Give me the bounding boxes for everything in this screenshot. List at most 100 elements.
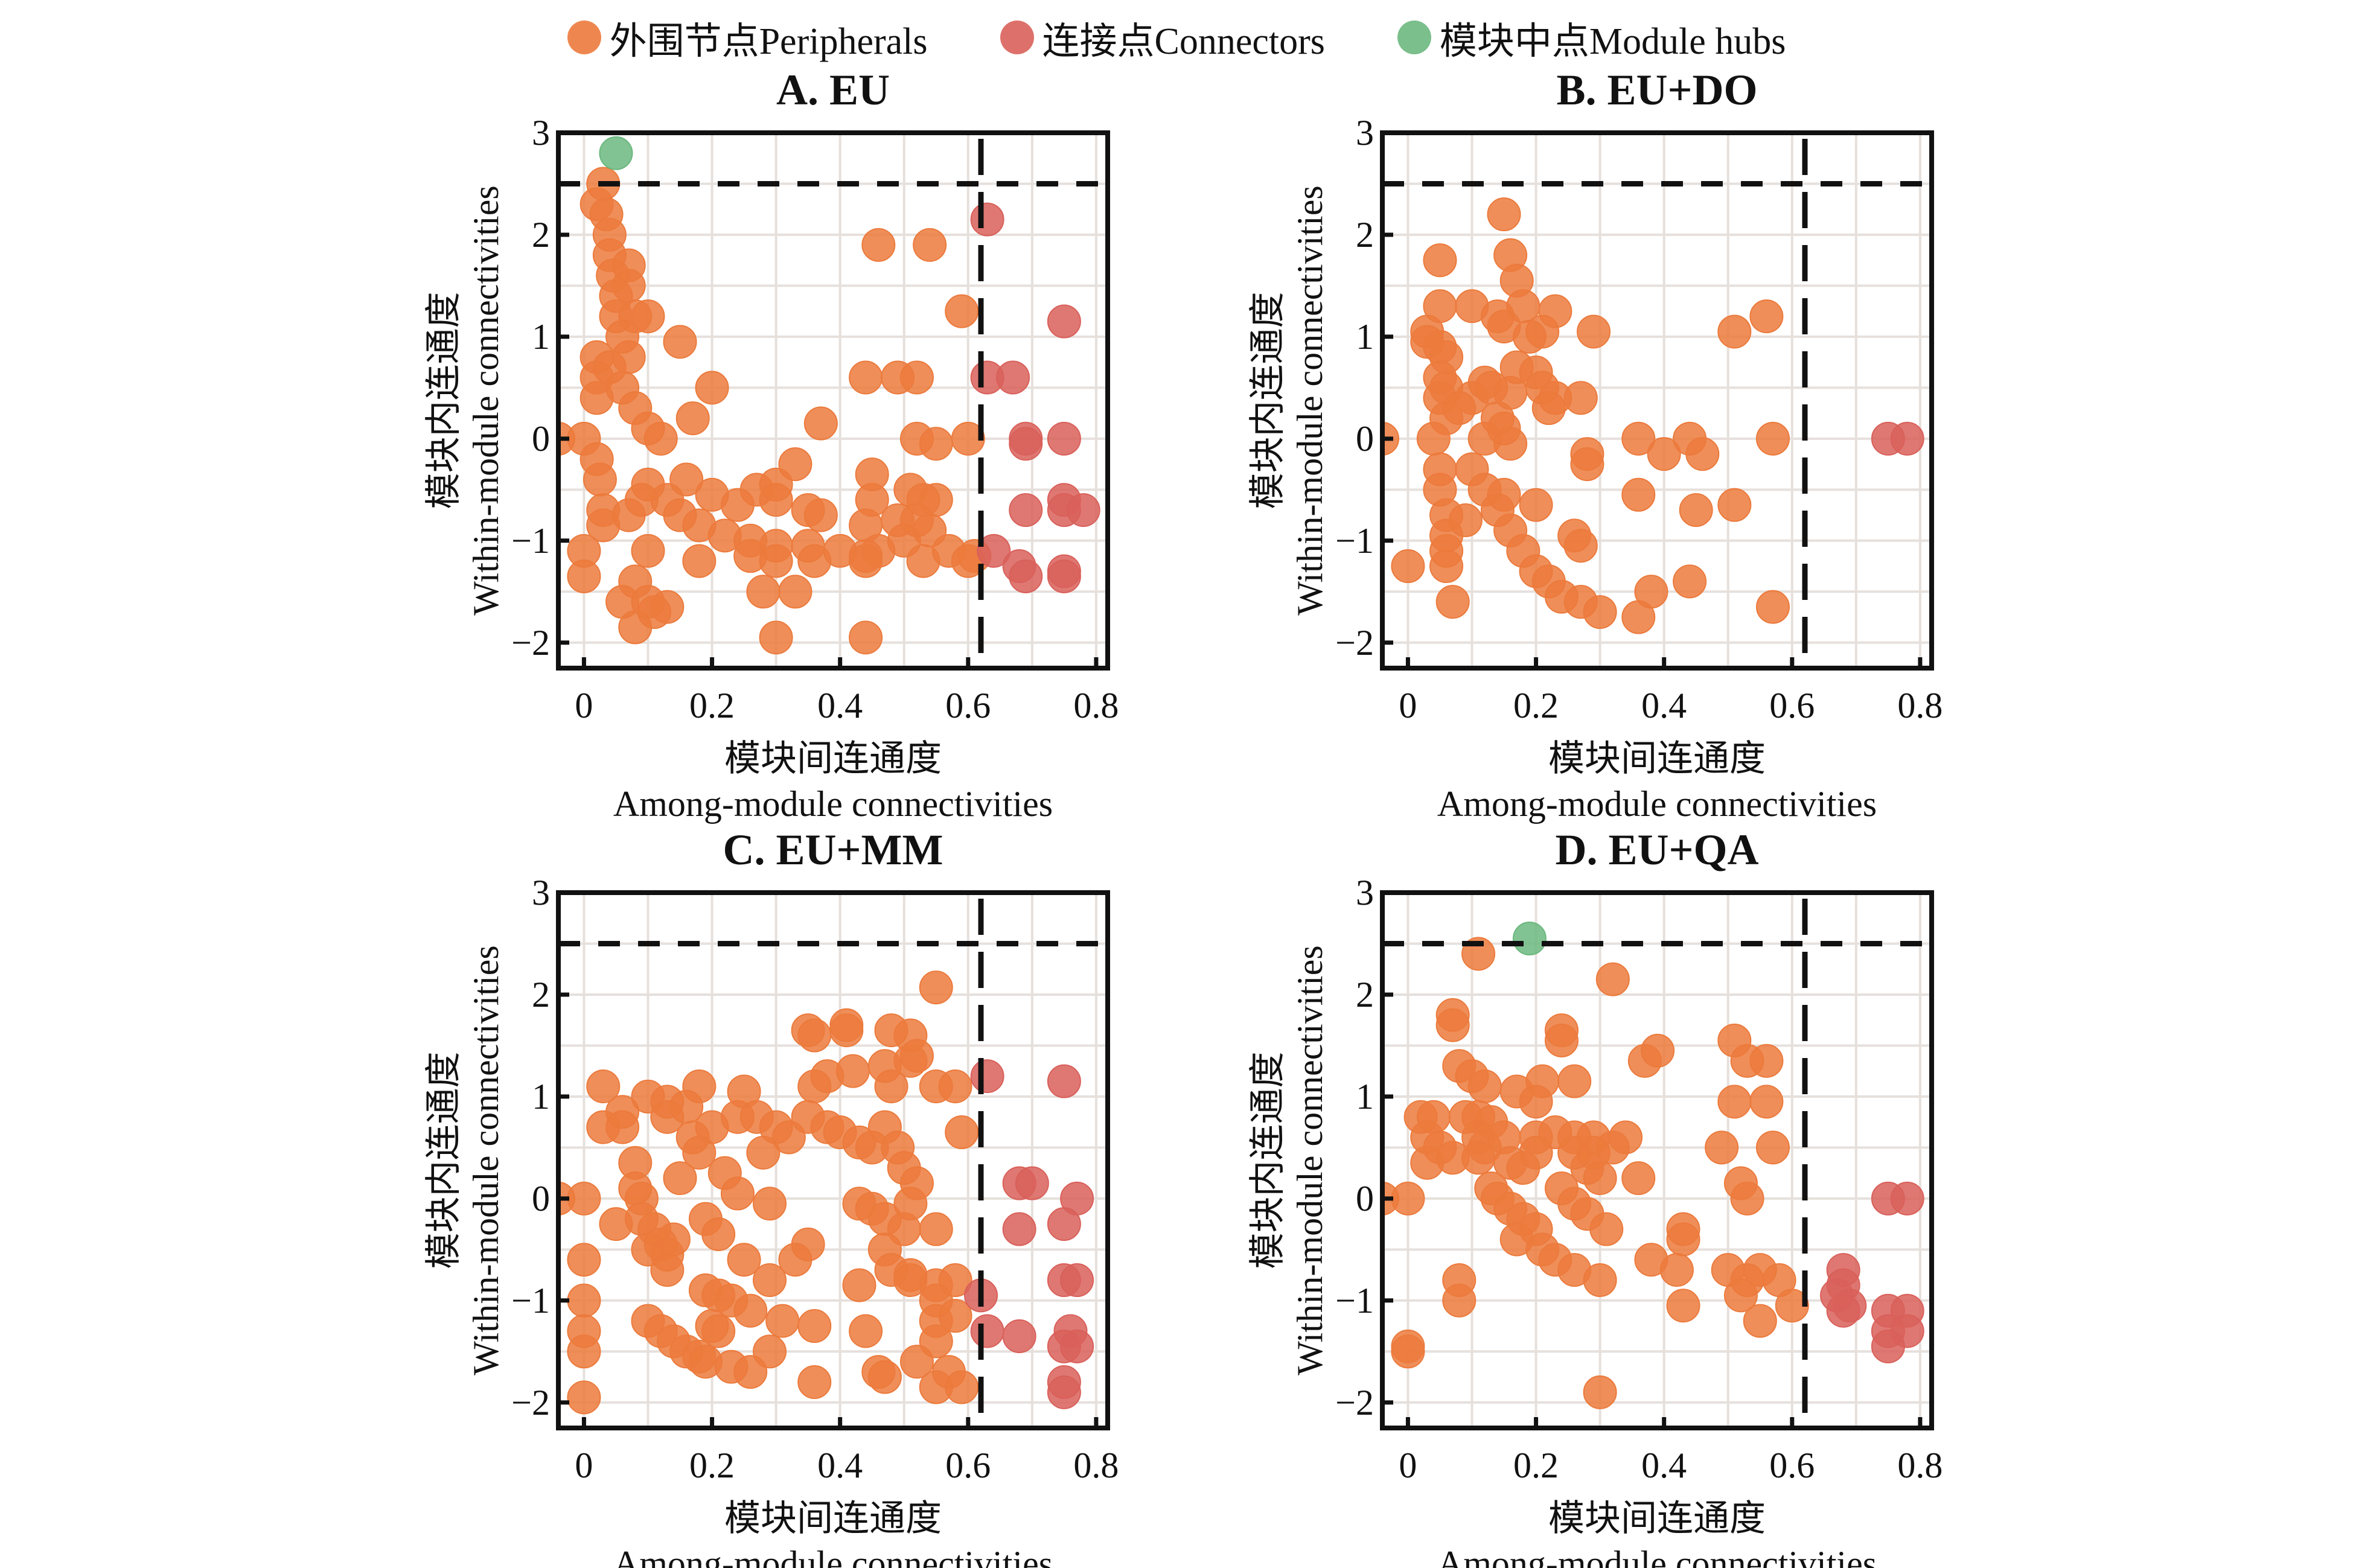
peripheral-point: [1621, 421, 1656, 456]
peripheral-point: [631, 534, 665, 568]
peripheral-point: [1685, 437, 1720, 471]
peripheral-point: [1506, 1151, 1540, 1185]
connector-point: [1009, 493, 1043, 527]
peripheral-point: [803, 498, 838, 532]
peripheral-point: [791, 1227, 825, 1261]
peripheral-point: [567, 1243, 601, 1277]
x-tick-label: 0: [1399, 686, 1417, 725]
legend-item-connectors: 连接点Connectors: [1000, 10, 1325, 65]
peripheral-point: [1519, 488, 1553, 522]
y-axis-label-en: Within-module connectivities: [466, 945, 506, 1375]
peripheral-point: [945, 294, 979, 328]
y-axis-label-cn: 模块内连通度: [1248, 1052, 1288, 1269]
peripheral-point: [753, 1334, 787, 1369]
peripheral-point: [919, 427, 953, 461]
peripheral-point: [867, 1360, 902, 1394]
connector-point: [1047, 1375, 1081, 1409]
peripheral-point: [913, 228, 947, 262]
connector-point: [1002, 1212, 1036, 1246]
connector-point: [970, 1059, 1004, 1094]
x-tick-label: 0: [575, 686, 593, 725]
x-axis-label-en: Among-module connectivities: [1437, 784, 1877, 824]
x-tick-label: 0: [575, 1445, 593, 1485]
y-tick-label: 0: [532, 1179, 550, 1219]
peripheral-point: [1423, 243, 1457, 278]
connector-marker-icon: [1000, 21, 1034, 54]
peripheral-point: [701, 1314, 736, 1348]
peripheral-point: [1723, 1278, 1758, 1313]
connector-point: [1060, 1263, 1094, 1298]
connector-point: [1047, 1064, 1081, 1098]
peripheral-point: [1749, 299, 1784, 334]
peripheral-point: [753, 1263, 787, 1298]
peripheral-point: [1621, 1161, 1656, 1196]
peripheral-point: [797, 1018, 832, 1053]
peripheral-point: [1531, 391, 1566, 425]
peripheral-point: [1717, 488, 1752, 522]
peripheral-point: [874, 1069, 908, 1104]
peripheral-point: [1583, 1161, 1617, 1196]
panel-d: 0 0.2 0.4 0.6 0.8 −2 −1 0 1 2 3 模块间连通度 Among-module …: [1248, 873, 1943, 1568]
connector-point: [1009, 427, 1043, 461]
panel-d-title: D. EU+QA: [1555, 826, 1759, 874]
connector-point: [1009, 559, 1043, 593]
peripheral-point: [1442, 1283, 1477, 1318]
x-tick-label: 0.4: [1641, 686, 1687, 725]
peripheral-point: [650, 1100, 685, 1134]
connector-point: [1890, 1181, 1924, 1216]
peripheral-point: [611, 269, 646, 303]
peripheral-point: [1563, 529, 1598, 563]
y-axis-label-cn: 模块内连通度: [1248, 292, 1288, 509]
peripheral-point: [803, 406, 838, 441]
legend-item-hubs: 模块中点Module hubs: [1397, 10, 1786, 65]
peripheral-point: [1487, 197, 1521, 232]
peripheral-point: [1570, 447, 1604, 482]
x-axis-label-en: Among-module connectivities: [613, 1544, 1053, 1568]
peripheral-point: [586, 1110, 621, 1144]
peripheral-point: [1659, 1253, 1694, 1287]
x-axis-label-cn: 模块间连通度: [1548, 1499, 1766, 1538]
peripheral-point: [919, 970, 953, 1005]
peripheral-point: [701, 1217, 736, 1251]
peripheral-point: [797, 1365, 832, 1399]
peripheral-point: [938, 1299, 972, 1333]
peripheral-point: [567, 1181, 601, 1216]
peripheral-point: [675, 401, 710, 436]
x-tick-label: 0.6: [945, 1445, 991, 1485]
peripheral-point: [1595, 962, 1630, 996]
peripheral-point: [1755, 1130, 1790, 1165]
x-tick-label: 0.8: [1897, 1445, 1943, 1485]
y-axis-label-en: Within-module connectivities: [1290, 185, 1330, 615]
peripheral-point: [778, 575, 813, 609]
x-axis-label-en: Among-module connectivities: [613, 784, 1053, 824]
legend-item-peripherals: 外围节点Peripherals: [567, 10, 928, 65]
peripheral-point: [1730, 1181, 1764, 1216]
peripheral-point: [682, 1069, 717, 1104]
peripheral-point: [1391, 1334, 1425, 1369]
peripheral-point: [797, 1309, 832, 1343]
peripheral-point: [1595, 1130, 1630, 1165]
peripheral-point: [1647, 437, 1681, 471]
connector-point: [1066, 493, 1100, 527]
y-tick-label: −1: [1335, 521, 1374, 561]
panel-c-title: C. EU+MM: [723, 826, 943, 874]
peripheral-point: [567, 559, 601, 593]
peripheral-marker-icon: [567, 21, 601, 54]
peripheral-point: [913, 513, 947, 547]
x-axis-label-cn: 模块间连通度: [1548, 739, 1766, 779]
peripheral-point: [1666, 1222, 1700, 1257]
y-axis-label-cn: 模块内连通度: [424, 1052, 464, 1269]
y-tick-label: −2: [511, 623, 550, 663]
x-tick-label: 0: [1399, 1445, 1417, 1485]
y-tick-label: 1: [532, 317, 550, 357]
peripheral-point: [1435, 1008, 1470, 1042]
peripheral-point: [899, 360, 934, 395]
peripheral-point: [1589, 1212, 1624, 1246]
peripheral-point: [1755, 421, 1790, 456]
legend-label: 模块中点Module hubs: [1439, 21, 1786, 62]
peripheral-point: [733, 1293, 768, 1328]
points-group: [558, 970, 1094, 1415]
y-tick-label: −2: [1335, 623, 1374, 663]
connector-point: [1047, 421, 1081, 456]
peripheral-point: [1557, 1064, 1592, 1098]
